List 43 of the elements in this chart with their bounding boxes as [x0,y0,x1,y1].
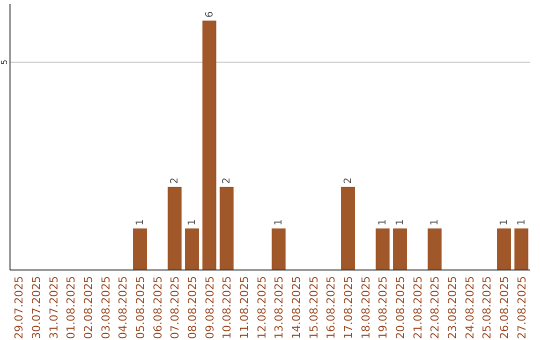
x-tick-label: 17.08.2025 [342,276,355,339]
x-tick-label: 11.08.2025 [238,276,251,339]
x-tick-label: 26.08.2025 [498,276,511,339]
x-tick-label: 06.08.2025 [151,276,164,339]
x-tick-label: 02.08.2025 [82,276,95,339]
x-tick-label: 12.08.2025 [255,276,268,339]
x-tick-label: 10.08.2025 [220,276,234,339]
x-tick-label: 04.08.2025 [116,276,130,339]
x-tick-label: 03.08.2025 [99,276,112,339]
data-label: 1 [378,219,389,226]
x-tick-label: 14.08.2025 [290,276,303,339]
x-tick-label: 16.08.2025 [324,276,338,339]
x-tick-label: 09.08.2025 [203,276,216,339]
x-tick-label: 27.08.2025 [515,276,528,339]
x-tick-label: 20.08.2025 [394,276,407,339]
data-label: 2 [343,178,354,184]
data-label: 1 [430,219,441,226]
x-tick-label: 31.07.2025 [47,276,60,339]
y-tick-label: 5 [0,60,9,65]
data-label: 1 [395,219,406,226]
x-tick-label: 29.07.2025 [12,276,26,339]
data-label: 1 [274,219,285,226]
x-tick-label: 23.08.2025 [446,276,459,339]
x-tick-label: 21.08.2025 [411,276,424,339]
x-tick-label: 22.08.2025 [428,276,442,339]
x-tick-label: 24.08.2025 [463,276,476,339]
data-label: 1 [187,219,198,226]
x-tick-label: 25.08.2025 [480,276,494,339]
data-label: 2 [170,178,181,184]
x-tick-label: 08.08.2025 [186,276,199,339]
x-tick-label: 18.08.2025 [359,276,372,339]
data-label: 6 [204,11,216,18]
x-tick-label: 01.08.2025 [64,276,78,339]
x-tick-label: 07.08.2025 [168,276,182,339]
x-tick-label: 13.08.2025 [272,276,286,339]
data-label: 1 [499,219,510,226]
x-tick-label: 30.07.2025 [30,276,43,339]
data-label: 1 [135,219,146,226]
x-tick-label: 19.08.2025 [376,276,390,339]
x-tick-label: 15.08.2025 [307,276,320,339]
data-label: 1 [516,219,528,226]
data-label: 2 [222,178,233,184]
x-tick-label: 05.08.2025 [134,276,147,339]
